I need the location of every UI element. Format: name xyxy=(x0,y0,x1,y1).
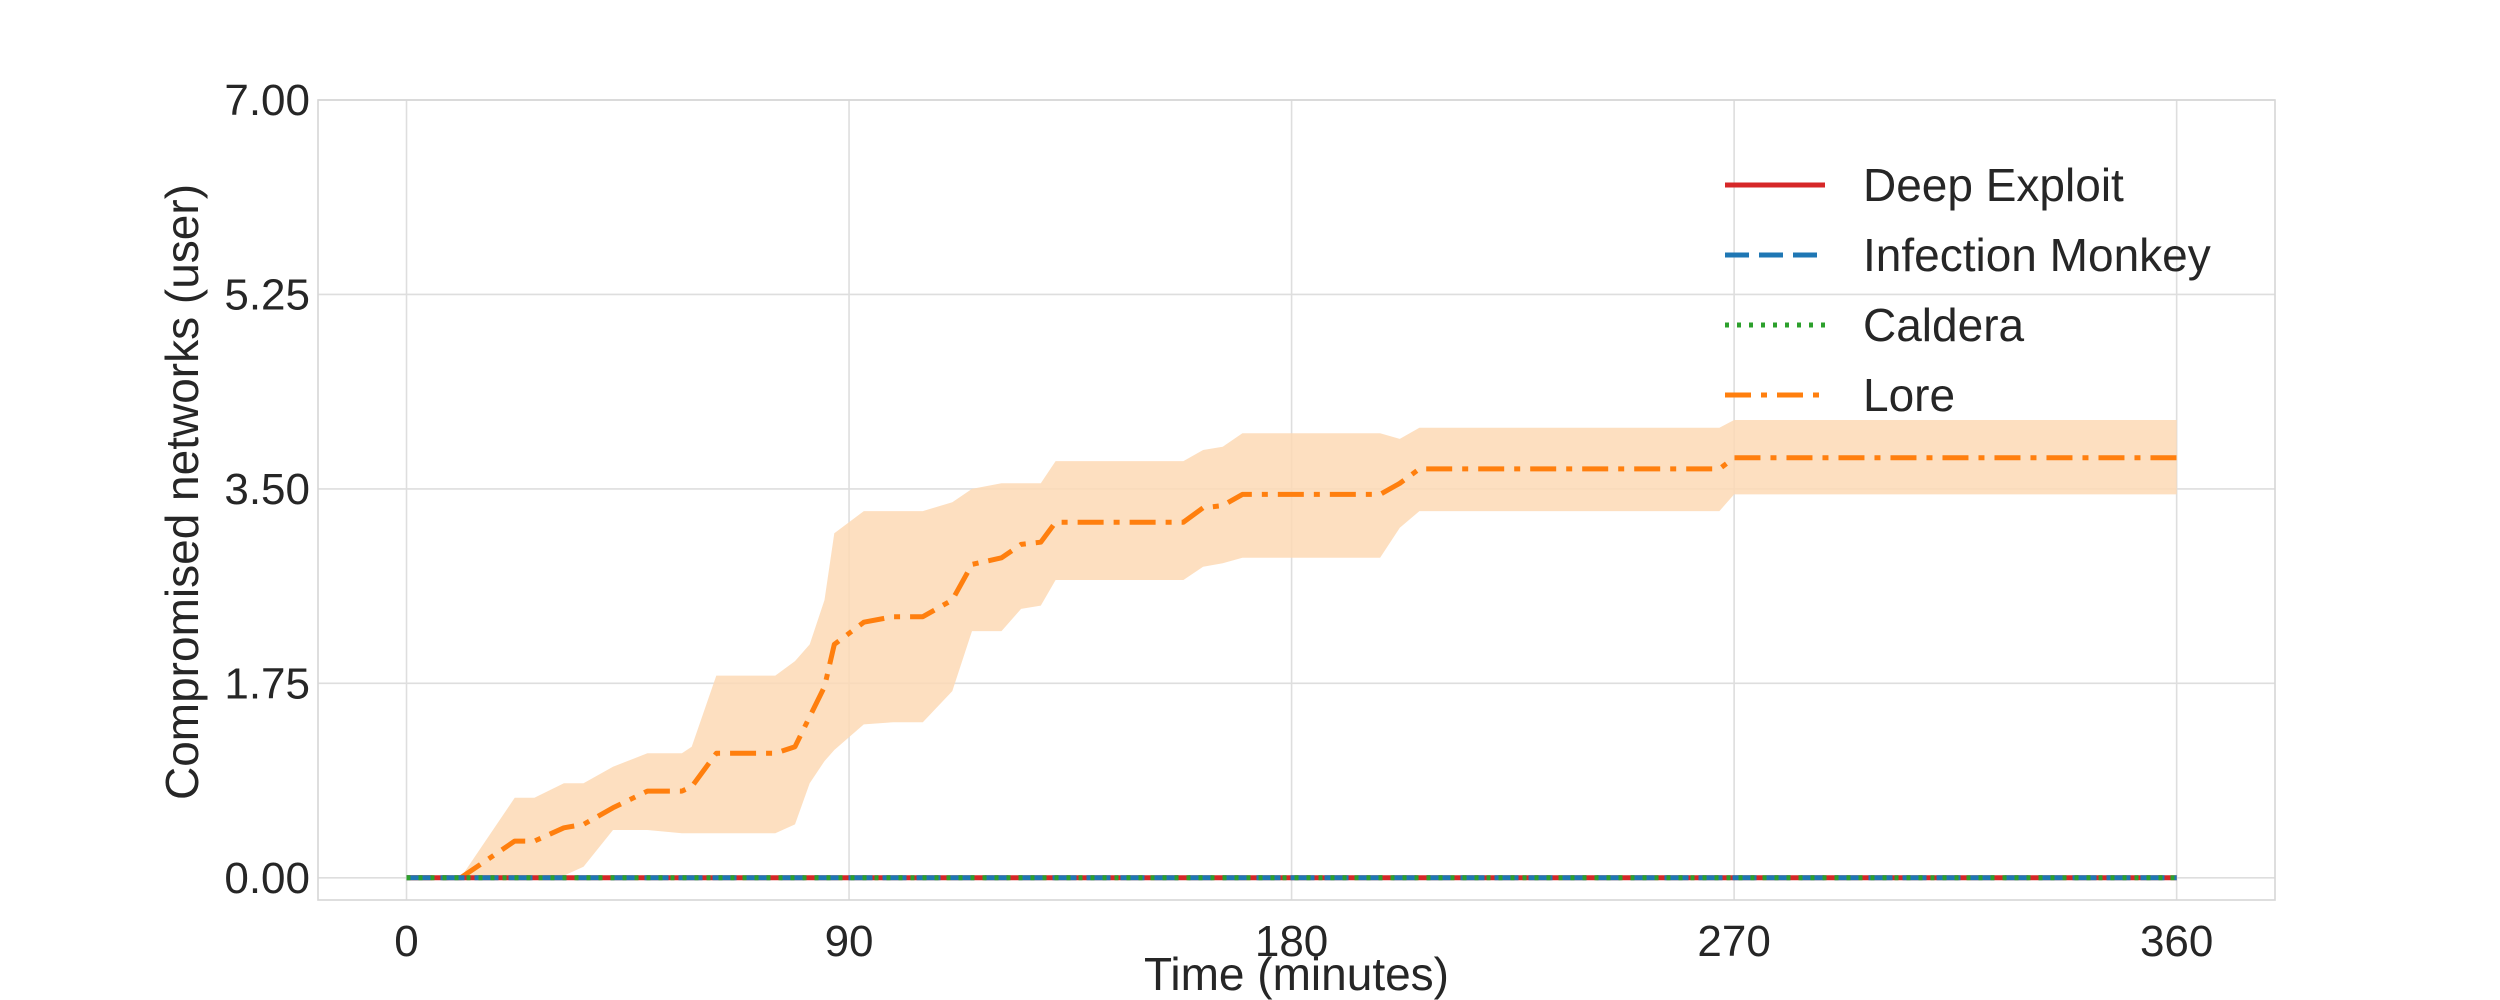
band-lore xyxy=(406,420,2177,878)
confidence-bands xyxy=(406,420,2177,878)
y-tick-label: 1.75 xyxy=(224,659,310,708)
series-line-lore xyxy=(406,455,2177,881)
x-tick-label: 180 xyxy=(1255,917,1328,966)
x-tick-label: 360 xyxy=(2140,917,2213,966)
y-tick-label: 0.00 xyxy=(224,854,310,903)
y-tick-label: 3.50 xyxy=(224,465,310,514)
x-tick-label: 270 xyxy=(1697,917,1770,966)
x-tick-label: 90 xyxy=(825,917,874,966)
y-axis-ticks: 0.00 1.75 3.50 5.25 7.00 xyxy=(224,76,310,903)
x-tick-label: 0 xyxy=(394,917,418,966)
legend-label: Caldera xyxy=(1863,299,2025,351)
legend: Deep Exploit Infection Monkey Caldera Lore xyxy=(1725,159,2211,421)
y-tick-label: 5.25 xyxy=(224,270,310,319)
legend-label: Lore xyxy=(1863,369,1955,421)
x-axis-ticks: 0 90 180 270 360 xyxy=(394,917,2213,966)
legend-label: Infection Monkey xyxy=(1863,229,2211,281)
y-axis-title: Compromised networks (user) xyxy=(156,184,208,800)
plot-area xyxy=(317,99,2276,901)
x-axis-title: Time (minutes) xyxy=(1144,948,1449,1000)
legend-label: Deep Exploit xyxy=(1863,159,2124,211)
series-lines xyxy=(406,455,2177,881)
y-tick-label: 7.00 xyxy=(224,76,310,125)
